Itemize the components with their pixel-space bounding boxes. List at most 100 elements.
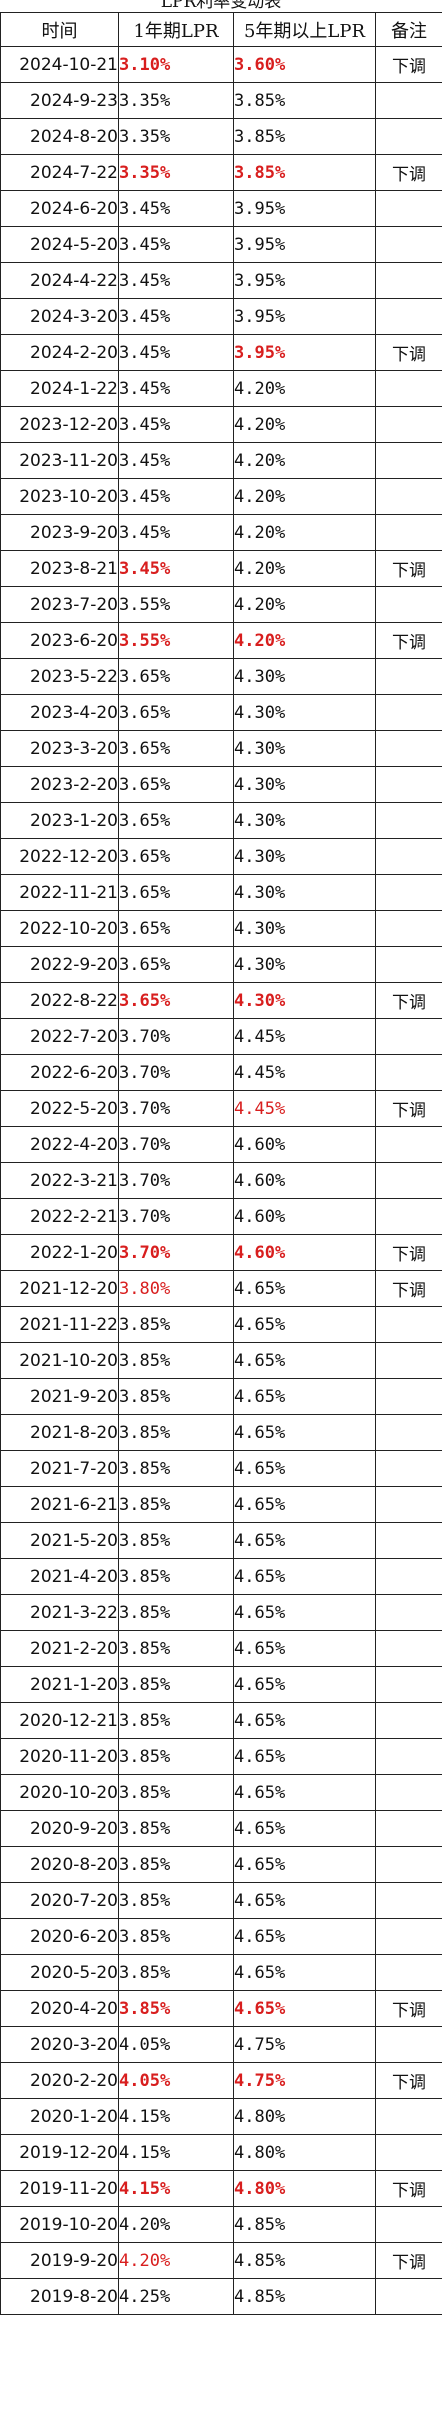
cell-date: 2022-8-22 bbox=[0, 982, 119, 1019]
cell-date: 2023-4-20 bbox=[0, 694, 119, 731]
cell-one-year-lpr: 3.65% bbox=[118, 946, 234, 983]
cell-one-year-lpr: 3.65% bbox=[118, 982, 234, 1019]
cell-note: 下调 bbox=[375, 2062, 442, 2099]
table-row: 2024-6-20 3.45% 3.95% bbox=[0, 190, 442, 227]
table-row: 2023-5-22 3.65% 4.30% bbox=[0, 658, 442, 695]
cell-one-year-lpr: 3.45% bbox=[118, 190, 234, 227]
cell-five-year-lpr: 3.85% bbox=[233, 154, 376, 191]
cell-five-year-lpr: 4.20% bbox=[233, 514, 376, 551]
cell-note bbox=[375, 1126, 442, 1163]
cell-one-year-lpr: 3.70% bbox=[118, 1054, 234, 1091]
table-row: 2023-7-20 3.55% 4.20% bbox=[0, 586, 442, 623]
cell-one-year-lpr: 3.10% bbox=[118, 46, 234, 83]
cell-note bbox=[375, 1882, 442, 1919]
cell-five-year-lpr: 4.30% bbox=[233, 694, 376, 731]
cell-five-year-lpr: 4.75% bbox=[233, 2026, 376, 2063]
cell-date: 2022-6-20 bbox=[0, 1054, 119, 1091]
cell-note bbox=[375, 442, 442, 479]
table-row: 2021-5-20 3.85% 4.65% bbox=[0, 1522, 442, 1559]
cell-note: 下调 bbox=[375, 1270, 442, 1307]
table-row: 2021-10-20 3.85% 4.65% bbox=[0, 1342, 442, 1379]
header-row: 时间 1年期LPR 5年期以上LPR 备注 bbox=[0, 12, 442, 47]
cell-note bbox=[375, 1846, 442, 1883]
table-row: 2023-2-20 3.65% 4.30% bbox=[0, 766, 442, 803]
cell-one-year-lpr: 3.65% bbox=[118, 802, 234, 839]
cell-one-year-lpr: 3.85% bbox=[118, 1666, 234, 1703]
cell-five-year-lpr: 4.65% bbox=[233, 1414, 376, 1451]
table-row: 2019-9-20 4.20% 4.85% 下调 bbox=[0, 2242, 442, 2279]
cell-one-year-lpr: 4.05% bbox=[118, 2062, 234, 2099]
cell-date: 2020-6-20 bbox=[0, 1918, 119, 1955]
cell-date: 2020-11-20 bbox=[0, 1738, 119, 1775]
cell-five-year-lpr: 4.65% bbox=[233, 1846, 376, 1883]
cell-date: 2019-9-20 bbox=[0, 2242, 119, 2279]
cell-one-year-lpr: 3.45% bbox=[118, 262, 234, 299]
cell-note bbox=[375, 1018, 442, 1055]
cell-note bbox=[375, 1774, 442, 1811]
cell-note bbox=[375, 298, 442, 335]
cell-note bbox=[375, 586, 442, 623]
cell-date: 2023-1-20 bbox=[0, 802, 119, 839]
cell-five-year-lpr: 4.30% bbox=[233, 838, 376, 875]
table-row: 2024-2-20 3.45% 3.95% 下调 bbox=[0, 334, 442, 371]
cell-note bbox=[375, 190, 442, 227]
header-note: 备注 bbox=[375, 12, 442, 47]
table-row: 2022-9-20 3.65% 4.30% bbox=[0, 946, 442, 983]
cell-date: 2024-4-22 bbox=[0, 262, 119, 299]
cell-date: 2022-7-20 bbox=[0, 1018, 119, 1055]
cell-date: 2019-11-20 bbox=[0, 2170, 119, 2207]
header-one-year-lpr: 1年期LPR bbox=[118, 12, 234, 47]
cell-date: 2023-11-20 bbox=[0, 442, 119, 479]
cell-one-year-lpr: 3.85% bbox=[118, 1414, 234, 1451]
cell-five-year-lpr: 4.65% bbox=[233, 1306, 376, 1343]
cell-date: 2023-3-20 bbox=[0, 730, 119, 767]
cell-five-year-lpr: 4.30% bbox=[233, 802, 376, 839]
cell-five-year-lpr: 4.20% bbox=[233, 586, 376, 623]
cell-note bbox=[375, 1378, 442, 1415]
table-row: 2020-3-20 4.05% 4.75% bbox=[0, 2026, 442, 2063]
cell-note bbox=[375, 2134, 442, 2171]
cell-note: 下调 bbox=[375, 982, 442, 1019]
cell-note bbox=[375, 946, 442, 983]
cell-five-year-lpr: 4.65% bbox=[233, 1882, 376, 1919]
cell-date: 2022-2-21 bbox=[0, 1198, 119, 1235]
table-row: 2020-1-20 4.15% 4.80% bbox=[0, 2098, 442, 2135]
cell-date: 2023-8-21 bbox=[0, 550, 119, 587]
cell-date: 2020-2-20 bbox=[0, 2062, 119, 2099]
table-row: 2023-1-20 3.65% 4.30% bbox=[0, 802, 442, 839]
cell-note bbox=[375, 1522, 442, 1559]
cell-one-year-lpr: 3.45% bbox=[118, 478, 234, 515]
cell-five-year-lpr: 4.60% bbox=[233, 1162, 376, 1199]
cell-one-year-lpr: 3.45% bbox=[118, 226, 234, 263]
cell-five-year-lpr: 4.65% bbox=[233, 1342, 376, 1379]
cell-five-year-lpr: 4.60% bbox=[233, 1126, 376, 1163]
cell-one-year-lpr: 3.85% bbox=[118, 1810, 234, 1847]
cell-one-year-lpr: 3.45% bbox=[118, 334, 234, 371]
cell-date: 2024-7-22 bbox=[0, 154, 119, 191]
cell-one-year-lpr: 3.85% bbox=[118, 1954, 234, 1991]
cell-one-year-lpr: 4.15% bbox=[118, 2170, 234, 2207]
table-row: 2024-3-20 3.45% 3.95% bbox=[0, 298, 442, 335]
cell-note bbox=[375, 1630, 442, 1667]
cell-date: 2022-4-20 bbox=[0, 1126, 119, 1163]
cell-one-year-lpr: 3.45% bbox=[118, 550, 234, 587]
cell-note bbox=[375, 766, 442, 803]
cell-note bbox=[375, 1450, 442, 1487]
cell-note: 下调 bbox=[375, 154, 442, 191]
table-row: 2022-2-21 3.70% 4.60% bbox=[0, 1198, 442, 1235]
cell-date: 2021-3-22 bbox=[0, 1594, 119, 1631]
cell-note: 下调 bbox=[375, 334, 442, 371]
cell-one-year-lpr: 3.35% bbox=[118, 154, 234, 191]
cell-one-year-lpr: 4.15% bbox=[118, 2098, 234, 2135]
cell-date: 2022-9-20 bbox=[0, 946, 119, 983]
cell-five-year-lpr: 4.65% bbox=[233, 1378, 376, 1415]
table-row: 2019-11-20 4.15% 4.80% 下调 bbox=[0, 2170, 442, 2207]
cell-note bbox=[375, 226, 442, 263]
cell-five-year-lpr: 4.65% bbox=[233, 1738, 376, 1775]
cell-five-year-lpr: 4.20% bbox=[233, 550, 376, 587]
cell-one-year-lpr: 3.85% bbox=[118, 1486, 234, 1523]
table-row: 2022-10-20 3.65% 4.30% bbox=[0, 910, 442, 947]
cell-note bbox=[375, 730, 442, 767]
cell-date: 2024-8-20 bbox=[0, 118, 119, 155]
cell-date: 2024-9-23 bbox=[0, 82, 119, 119]
